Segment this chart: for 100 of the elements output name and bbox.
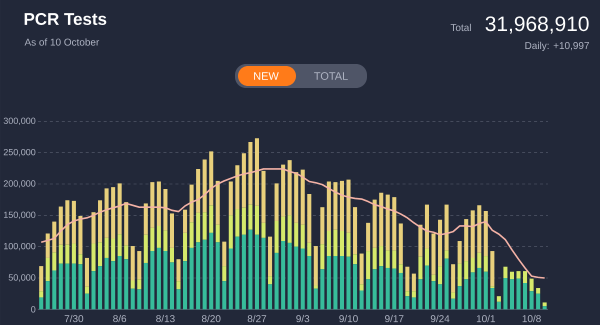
x-tick-label: 8/6 (113, 314, 126, 322)
bar (150, 250, 154, 310)
bar (91, 212, 96, 244)
bar (176, 258, 181, 281)
x-tick-label: 8/13 (156, 314, 175, 322)
bar (124, 202, 128, 246)
bar (516, 278, 521, 310)
bar (353, 254, 358, 264)
bar (261, 222, 266, 238)
bar (183, 232, 188, 261)
bar (274, 183, 279, 221)
bar (222, 266, 226, 281)
bar (248, 142, 252, 204)
bar (176, 289, 181, 310)
bar (235, 236, 240, 310)
bar (274, 220, 279, 253)
bar (503, 278, 508, 310)
bar (326, 230, 331, 256)
bar (451, 264, 456, 292)
bar (536, 288, 540, 294)
bar (281, 216, 286, 241)
bar (72, 200, 76, 244)
bar (523, 282, 528, 310)
x-tick-label: 9/17 (385, 314, 404, 322)
bar (228, 215, 233, 248)
bar (300, 169, 305, 224)
y-tick-label: 300,000 (4, 117, 36, 125)
bar (516, 270, 521, 278)
bar (228, 248, 233, 310)
bar (104, 238, 109, 258)
bar (58, 244, 63, 264)
bar (98, 266, 102, 310)
bar (470, 210, 475, 258)
bar (477, 205, 482, 253)
text: NEW (254, 72, 279, 80)
bar (130, 288, 135, 310)
bar (333, 256, 338, 310)
bar (412, 297, 416, 310)
bar (91, 270, 96, 310)
bar (261, 238, 266, 310)
bar (294, 222, 298, 246)
bar (360, 284, 364, 290)
bar (78, 264, 82, 310)
bar (137, 279, 142, 290)
bar (444, 204, 449, 250)
bar (307, 242, 312, 256)
bar (52, 270, 56, 310)
bar (46, 233, 50, 258)
bar (398, 223, 403, 264)
bar (458, 240, 462, 264)
bar (65, 200, 70, 245)
bar (431, 274, 436, 281)
bar (424, 248, 429, 266)
bar (458, 286, 462, 310)
bar (170, 248, 174, 262)
bar (216, 242, 220, 310)
bar (281, 164, 286, 216)
bar (386, 250, 390, 268)
bar (418, 256, 422, 280)
bar (84, 286, 89, 294)
bar (523, 270, 528, 283)
bar (163, 230, 168, 251)
bar (228, 181, 233, 216)
bar (222, 241, 226, 266)
bar (288, 242, 292, 310)
bar (484, 256, 488, 272)
bar (314, 288, 318, 310)
x-tick-label: 8/27 (248, 314, 266, 322)
bar (386, 194, 390, 250)
bar (242, 153, 246, 208)
bar (418, 224, 422, 256)
bar (379, 266, 384, 310)
x-tick-label: 9/3 (296, 314, 310, 322)
bar (196, 242, 200, 310)
bar (346, 179, 351, 233)
bar (91, 243, 96, 271)
bar (137, 250, 142, 280)
bar (398, 272, 403, 310)
bar (510, 279, 514, 310)
bar (372, 248, 377, 269)
bar (438, 219, 442, 266)
bar (340, 230, 344, 256)
bar (235, 208, 240, 236)
bar (52, 252, 56, 270)
bar (183, 209, 188, 233)
bar (39, 266, 44, 291)
text: 31,968,910 (486, 16, 589, 34)
bar (176, 280, 181, 290)
bar (496, 302, 501, 310)
bar (196, 168, 200, 213)
bar (124, 245, 128, 259)
bar (72, 243, 76, 264)
bar (209, 232, 214, 310)
bar (254, 234, 259, 310)
bar (496, 296, 501, 302)
bar (156, 248, 161, 310)
bar (118, 183, 122, 234)
bar (235, 164, 240, 209)
bar (209, 151, 214, 206)
bar (542, 302, 547, 306)
